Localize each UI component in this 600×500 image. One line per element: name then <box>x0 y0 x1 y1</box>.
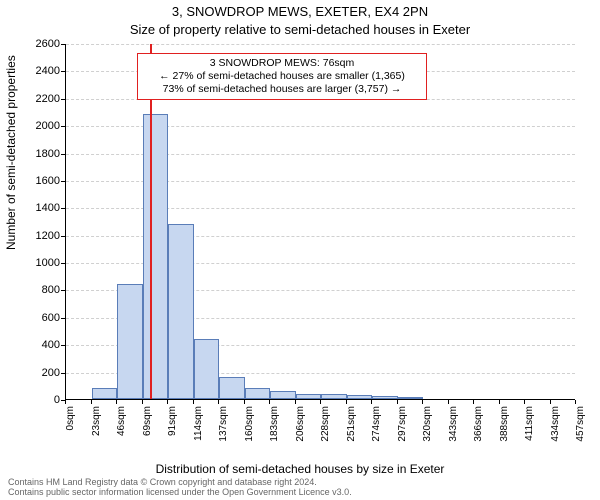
y-tick-label: 2400 <box>20 65 60 77</box>
x-tick-label: 411sqm <box>524 406 535 456</box>
y-tick-label: 400 <box>20 339 60 351</box>
x-tick-mark <box>575 400 576 404</box>
x-tick-label: 388sqm <box>499 406 510 456</box>
y-tick-label: 200 <box>20 367 60 379</box>
x-tick-label: 160sqm <box>244 406 255 456</box>
x-tick-mark <box>448 400 449 404</box>
y-tick-label: 0 <box>20 394 60 406</box>
histogram-bar <box>347 395 373 399</box>
x-tick-mark <box>473 400 474 404</box>
y-tick-label: 600 <box>20 312 60 324</box>
y-tick-label: 800 <box>20 284 60 296</box>
x-tick-mark <box>371 400 372 404</box>
x-tick-label: 137sqm <box>218 406 229 456</box>
x-tick-label: 206sqm <box>295 406 306 456</box>
x-tick-label: 23sqm <box>91 406 102 456</box>
y-tick-label: 1000 <box>20 257 60 269</box>
x-tick-mark <box>346 400 347 404</box>
x-tick-mark <box>397 400 398 404</box>
histogram-bar <box>143 114 169 399</box>
y-tick-label: 1800 <box>20 148 60 160</box>
x-tick-mark <box>218 400 219 404</box>
histogram-bar <box>194 339 220 399</box>
footer-attribution: Contains HM Land Registry data © Crown c… <box>8 478 592 498</box>
y-tick-mark <box>61 263 65 264</box>
x-tick-mark <box>65 400 66 404</box>
y-tick-mark <box>61 290 65 291</box>
histogram-bar <box>168 224 194 399</box>
y-tick-label: 2600 <box>20 38 60 50</box>
x-tick-mark <box>295 400 296 404</box>
histogram-bar <box>372 396 398 399</box>
x-tick-mark <box>550 400 551 404</box>
x-tick-label: 183sqm <box>269 406 280 456</box>
chart-container: 3, SNOWDROP MEWS, EXETER, EX4 2PN Size o… <box>0 0 600 500</box>
y-axis-label: Number of semi-detached properties <box>4 55 18 250</box>
y-tick-mark <box>61 181 65 182</box>
x-tick-mark <box>524 400 525 404</box>
x-tick-label: 274sqm <box>371 406 382 456</box>
chart-title: Size of property relative to semi-detach… <box>0 22 600 37</box>
histogram-bar <box>92 388 118 399</box>
x-axis-label: Distribution of semi-detached houses by … <box>0 462 600 476</box>
x-tick-label: 251sqm <box>346 406 357 456</box>
y-tick-mark <box>61 44 65 45</box>
x-tick-label: 297sqm <box>397 406 408 456</box>
y-tick-mark <box>61 208 65 209</box>
x-tick-label: 114sqm <box>193 406 204 456</box>
x-tick-label: 46sqm <box>116 406 127 456</box>
x-tick-mark <box>499 400 500 404</box>
annotation-line-2: ← 27% of semi-detached houses are smalle… <box>144 70 420 83</box>
y-tick-label: 1400 <box>20 202 60 214</box>
x-tick-label: 228sqm <box>320 406 331 456</box>
annotation-line-3: 73% of semi-detached houses are larger (… <box>144 83 420 96</box>
y-tick-mark <box>61 236 65 237</box>
x-tick-label: 366sqm <box>473 406 484 456</box>
x-tick-mark <box>320 400 321 404</box>
histogram-bar <box>321 394 347 399</box>
x-tick-mark <box>193 400 194 404</box>
y-tick-mark <box>61 99 65 100</box>
x-tick-label: 343sqm <box>448 406 459 456</box>
y-tick-mark <box>61 154 65 155</box>
x-tick-label: 320sqm <box>422 406 433 456</box>
footer-line-2: Contains public sector information licen… <box>8 488 592 498</box>
x-tick-mark <box>422 400 423 404</box>
x-tick-mark <box>269 400 270 404</box>
x-tick-label: 91sqm <box>167 406 178 456</box>
x-tick-label: 69sqm <box>142 406 153 456</box>
y-tick-mark <box>61 318 65 319</box>
histogram-bar <box>117 284 143 399</box>
y-tick-mark <box>61 373 65 374</box>
y-tick-mark <box>61 71 65 72</box>
y-tick-mark <box>61 345 65 346</box>
gridline <box>66 44 575 45</box>
annotation-line-1: 3 SNOWDROP MEWS: 76sqm <box>144 57 420 70</box>
y-tick-label: 1600 <box>20 175 60 187</box>
x-tick-mark <box>167 400 168 404</box>
histogram-bar <box>245 388 271 399</box>
histogram-bar <box>219 377 245 399</box>
x-tick-mark <box>142 400 143 404</box>
y-tick-label: 2200 <box>20 93 60 105</box>
histogram-bar <box>270 391 296 399</box>
y-tick-label: 1200 <box>20 230 60 242</box>
y-tick-mark <box>61 126 65 127</box>
reference-annotation: 3 SNOWDROP MEWS: 76sqm ← 27% of semi-det… <box>137 53 427 100</box>
x-tick-mark <box>244 400 245 404</box>
x-tick-mark <box>116 400 117 404</box>
x-tick-label: 434sqm <box>550 406 561 456</box>
x-tick-label: 0sqm <box>65 406 76 456</box>
histogram-bar <box>398 397 424 399</box>
y-tick-label: 2000 <box>20 120 60 132</box>
chart-suptitle: 3, SNOWDROP MEWS, EXETER, EX4 2PN <box>0 4 600 19</box>
histogram-bar <box>296 394 322 399</box>
x-tick-label: 457sqm <box>575 406 586 456</box>
x-tick-mark <box>91 400 92 404</box>
